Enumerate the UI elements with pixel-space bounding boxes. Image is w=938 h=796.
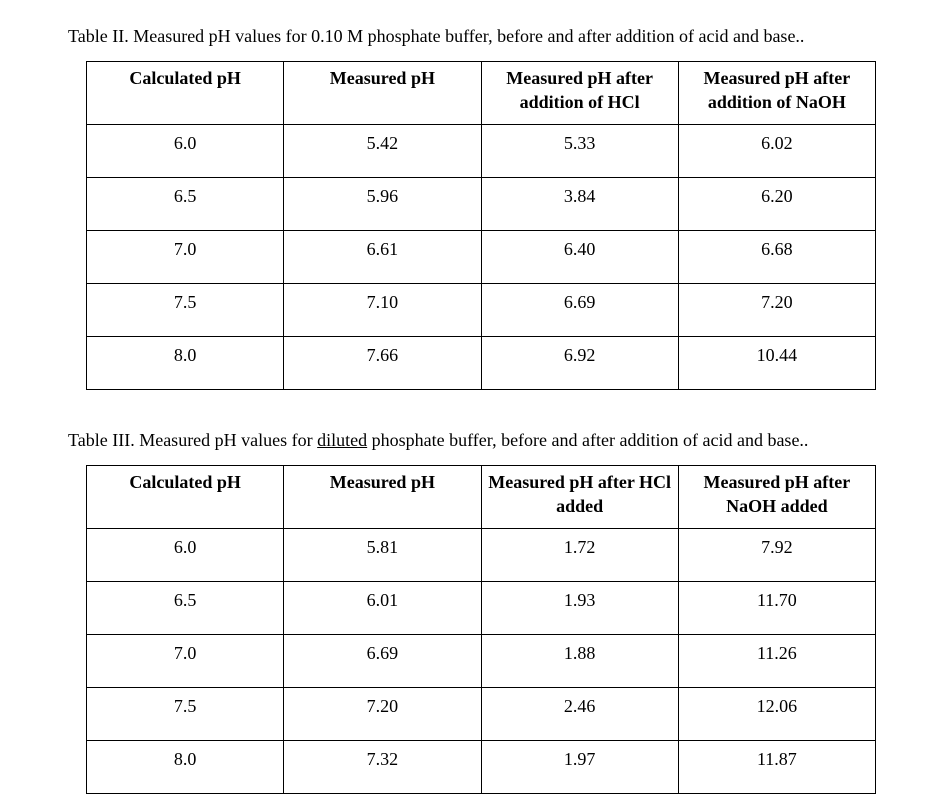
table3-cell: 1.88 bbox=[481, 635, 678, 688]
table2: Calculated pH Measured pH Measured pH af… bbox=[86, 61, 876, 390]
table2-row: 6.55.963.846.20 bbox=[87, 178, 876, 231]
table3-cell: 7.0 bbox=[87, 635, 284, 688]
table3-cell: 7.5 bbox=[87, 688, 284, 741]
table2-cell: 6.20 bbox=[678, 178, 875, 231]
table2-cell: 6.92 bbox=[481, 337, 678, 390]
table3-cell: 12.06 bbox=[678, 688, 875, 741]
table2-cell: 7.20 bbox=[678, 284, 875, 337]
table3-row: 6.56.011.9311.70 bbox=[87, 582, 876, 635]
table2-row: 7.57.106.697.20 bbox=[87, 284, 876, 337]
table2-cell: 7.10 bbox=[284, 284, 481, 337]
table3-cell: 7.20 bbox=[284, 688, 481, 741]
table2-header-cell: Calculated pH bbox=[87, 62, 284, 125]
table2-cell: 5.33 bbox=[481, 125, 678, 178]
table2-row: 8.07.666.9210.44 bbox=[87, 337, 876, 390]
table3-row: 8.07.321.9711.87 bbox=[87, 741, 876, 794]
table2-row: 6.05.425.336.02 bbox=[87, 125, 876, 178]
table3: Calculated pH Measured pH Measured pH af… bbox=[86, 465, 876, 794]
table3-cell: 6.01 bbox=[284, 582, 481, 635]
table3-caption-post: phosphate buffer, before and after addit… bbox=[367, 430, 808, 450]
document-page: Table II. Measured pH values for 0.10 M … bbox=[0, 0, 938, 796]
table2-cell: 6.40 bbox=[481, 231, 678, 284]
table2-cell: 6.0 bbox=[87, 125, 284, 178]
table3-cell: 1.93 bbox=[481, 582, 678, 635]
table3-cell: 7.32 bbox=[284, 741, 481, 794]
table3-header-cell: Calculated pH bbox=[87, 466, 284, 529]
table3-row: 7.06.691.8811.26 bbox=[87, 635, 876, 688]
table3-header-cell: Measured pH after HCl added bbox=[481, 466, 678, 529]
table3-cell: 11.70 bbox=[678, 582, 875, 635]
table3-caption: Table III. Measured pH values for dilute… bbox=[68, 430, 870, 451]
table3-caption-pre: Table III. Measured pH values for bbox=[68, 430, 317, 450]
table2-cell: 10.44 bbox=[678, 337, 875, 390]
table3-header-cell: Measured pH after NaOH added bbox=[678, 466, 875, 529]
table3-cell: 1.72 bbox=[481, 529, 678, 582]
table2-cell: 3.84 bbox=[481, 178, 678, 231]
table2-cell: 6.69 bbox=[481, 284, 678, 337]
table2-cell: 6.02 bbox=[678, 125, 875, 178]
table3-cell: 8.0 bbox=[87, 741, 284, 794]
table3-body: 6.05.811.727.926.56.011.9311.707.06.691.… bbox=[87, 529, 876, 794]
table3-caption-underlined: diluted bbox=[317, 430, 367, 450]
table2-header-row: Calculated pH Measured pH Measured pH af… bbox=[87, 62, 876, 125]
table3-cell: 6.69 bbox=[284, 635, 481, 688]
table3-cell: 6.5 bbox=[87, 582, 284, 635]
table2-cell: 7.0 bbox=[87, 231, 284, 284]
table2-cell: 7.5 bbox=[87, 284, 284, 337]
table2-header-cell: Measured pH bbox=[284, 62, 481, 125]
table2-cell: 5.42 bbox=[284, 125, 481, 178]
table3-cell: 11.26 bbox=[678, 635, 875, 688]
table2-cell: 5.96 bbox=[284, 178, 481, 231]
table2-header-cell: Measured pH after addition of HCl bbox=[481, 62, 678, 125]
table3-cell: 6.0 bbox=[87, 529, 284, 582]
table2-cell: 6.68 bbox=[678, 231, 875, 284]
table3-header-row: Calculated pH Measured pH Measured pH af… bbox=[87, 466, 876, 529]
table2-row: 7.06.616.406.68 bbox=[87, 231, 876, 284]
table3-row: 7.57.202.4612.06 bbox=[87, 688, 876, 741]
table3-cell: 2.46 bbox=[481, 688, 678, 741]
table3-cell: 11.87 bbox=[678, 741, 875, 794]
table2-cell: 6.61 bbox=[284, 231, 481, 284]
table3-cell: 5.81 bbox=[284, 529, 481, 582]
table3-cell: 7.92 bbox=[678, 529, 875, 582]
table3-row: 6.05.811.727.92 bbox=[87, 529, 876, 582]
table2-cell: 6.5 bbox=[87, 178, 284, 231]
table3-header-cell: Measured pH bbox=[284, 466, 481, 529]
table2-cell: 7.66 bbox=[284, 337, 481, 390]
table3-cell: 1.97 bbox=[481, 741, 678, 794]
table2-header-cell: Measured pH after addition of NaOH bbox=[678, 62, 875, 125]
table2-cell: 8.0 bbox=[87, 337, 284, 390]
table2-body: 6.05.425.336.026.55.963.846.207.06.616.4… bbox=[87, 125, 876, 390]
table2-caption: Table II. Measured pH values for 0.10 M … bbox=[68, 26, 870, 47]
